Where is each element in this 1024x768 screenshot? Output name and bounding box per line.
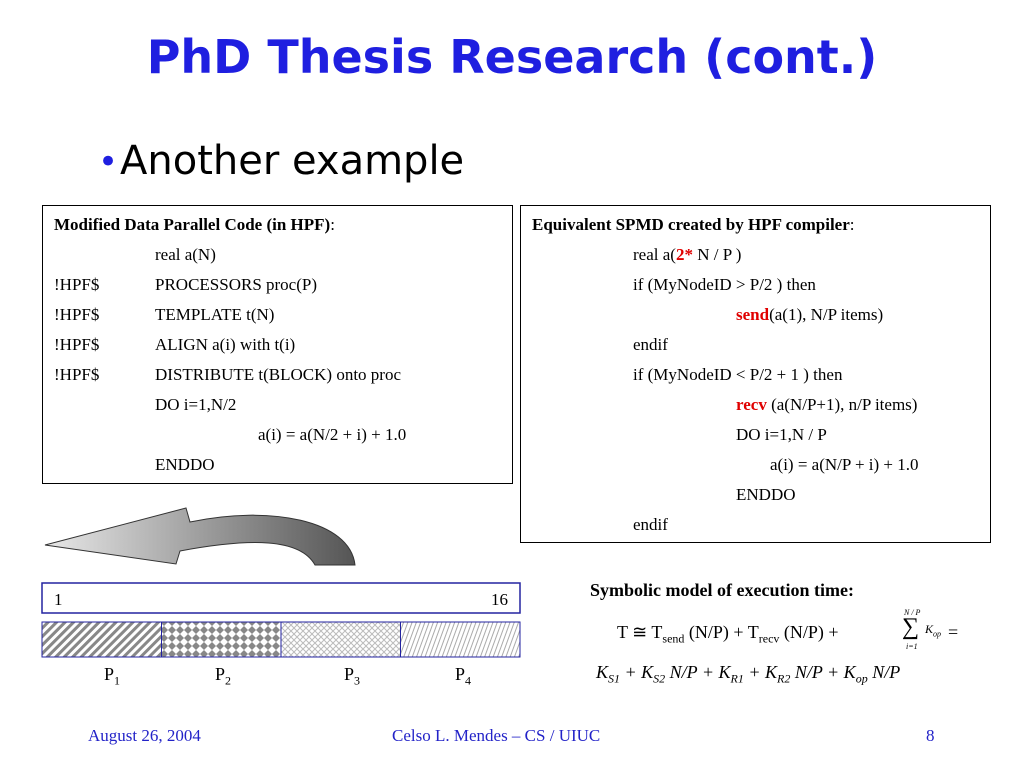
code-line: real a(2* N / P ) (633, 245, 741, 265)
proc-sub: 4 (465, 673, 472, 688)
processor-label: P3 (344, 664, 360, 691)
formula-text: K (596, 662, 609, 682)
code-line: real a(N) (155, 245, 216, 264)
subscript: op (855, 671, 868, 686)
code-text: ENDDO (736, 485, 796, 504)
code-line: endif (633, 515, 668, 535)
block-p3 (280, 621, 401, 658)
code-line: a(i) = a(N/2 + i) + 1.0 (258, 425, 407, 444)
code-line: ENDDO (155, 455, 215, 474)
formula-text: + K (620, 662, 654, 682)
keyword: recv (736, 395, 767, 414)
code-text: if (MyNodeID > P/2 ) then (633, 275, 816, 294)
code-text: N / P ) (692, 245, 742, 264)
heading-text: Equivalent SPMD created by HPF compiler (532, 215, 850, 234)
proc-name: P (215, 664, 226, 684)
box-heading: Equivalent SPMD created by HPF compiler: (532, 215, 855, 235)
hpf-code-box (42, 205, 513, 484)
formula-text: + K (743, 662, 778, 682)
footer-author: Celso L. Mendes – CS / UIUC (392, 726, 601, 745)
array-first: 1 (54, 590, 63, 609)
code-line: if (MyNodeID > P/2 ) then (633, 275, 816, 295)
proc-sub: 3 (354, 673, 361, 688)
formula-text: N/P + K (790, 662, 856, 682)
term-sub: op (933, 629, 942, 639)
processor-label: P1 (104, 664, 120, 691)
code-line: TEMPLATE t(N) (155, 305, 275, 324)
heading-colon: : (330, 215, 335, 234)
processor-label: P2 (215, 664, 231, 691)
formula-text: (N/P) + T (684, 622, 759, 642)
code-text: (a(N/P+1), n/P items) (766, 395, 918, 414)
spmd-code-box (520, 205, 991, 543)
array-box (41, 582, 521, 614)
keyword: send (736, 305, 770, 324)
code-line: DO i=1,N/2 (155, 395, 237, 414)
sum-term: Kop (925, 622, 941, 638)
code-line: send(a(1), N/P items) (736, 305, 883, 325)
code-text: endif (633, 335, 668, 354)
directive: !HPF$ (54, 275, 100, 294)
sum-upper: N / P (904, 608, 921, 617)
proc-name: P (344, 664, 355, 684)
code-line: DISTRIBUTE t(BLOCK) onto proc (155, 365, 402, 384)
code-text: if (MyNodeID < P/2 + 1 ) then (633, 365, 843, 384)
formula-text: T ≅ T (617, 622, 663, 642)
bullet-marker: • (98, 142, 119, 182)
formula-text: N/P (867, 662, 901, 682)
proc-sub: 2 (225, 673, 232, 688)
summation: N / P ∑ i=1 Kop = (900, 608, 960, 654)
formula-text: (N/P) + (779, 622, 839, 642)
proc-name: P (455, 664, 466, 684)
array-last: 16 (491, 590, 508, 609)
code-text: (a(1), N/P items) (769, 305, 884, 324)
code-line: ALIGN a(i) with t(i) (155, 335, 296, 354)
code-line: endif (633, 335, 668, 355)
subscript: recv (758, 631, 780, 646)
formula-line-1: T ≅ Tsend (N/P) + Trecv (N/P) + (617, 622, 839, 649)
formula-line-2: KS1 + KS2 N/P + KR1 + KR2 N/P + Kop N/P (596, 662, 900, 689)
directive: !HPF$ (54, 335, 100, 354)
code-text: a(i) = a(N/P + i) + 1.0 (770, 455, 919, 474)
code-line: DO i=1,N / P (736, 425, 827, 445)
code-line: a(i) = a(N/P + i) + 1.0 (770, 455, 919, 475)
subscript: S2 (653, 671, 666, 686)
directive: !HPF$ (54, 305, 100, 324)
code-text: real a( (633, 245, 676, 264)
code-text: endif (633, 515, 668, 534)
bullet-text: Another example (120, 138, 465, 184)
box-heading: Modified Data Parallel Code (in HPF): (54, 215, 335, 235)
formula-text: N/P + K (665, 662, 731, 682)
term: K (925, 622, 934, 636)
sum-symbol: ∑ (902, 614, 920, 640)
code-line: if (MyNodeID < P/2 + 1 ) then (633, 365, 842, 385)
sum-lower: i=1 (906, 642, 918, 651)
heading-colon: : (849, 215, 855, 234)
equals: = (948, 622, 959, 642)
keyword: 2* (675, 245, 693, 264)
proc-name: P (104, 664, 115, 684)
array-diagram (41, 507, 521, 658)
block-p1 (41, 621, 162, 658)
curved-arrow (44, 507, 356, 566)
footer-page: 8 (926, 726, 935, 745)
processor-label: P4 (455, 664, 471, 691)
subscript: S1 (608, 671, 621, 686)
block-p4 (400, 621, 521, 658)
model-heading: Symbolic model of execution time: (590, 580, 854, 600)
subscript: send (662, 631, 685, 646)
subscript: R1 (730, 671, 744, 686)
code-line: PROCESSORS proc(P) (155, 275, 318, 294)
code-line: recv (a(N/P+1), n/P items) (736, 395, 917, 415)
subscript: R2 (777, 671, 791, 686)
code-text: DO i=1,N / P (736, 425, 827, 444)
directive: !HPF$ (54, 365, 100, 384)
footer-date: August 26, 2004 (88, 726, 201, 745)
proc-sub: 1 (114, 673, 121, 688)
slide-title: PhD Thesis Research (cont.) (146, 30, 878, 84)
heading-text: Modified Data Parallel Code (in HPF) (54, 215, 331, 234)
code-line: ENDDO (736, 485, 796, 505)
block-p2 (161, 621, 282, 658)
